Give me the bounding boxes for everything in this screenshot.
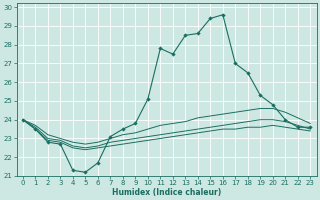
X-axis label: Humidex (Indice chaleur): Humidex (Indice chaleur) [112,188,221,197]
